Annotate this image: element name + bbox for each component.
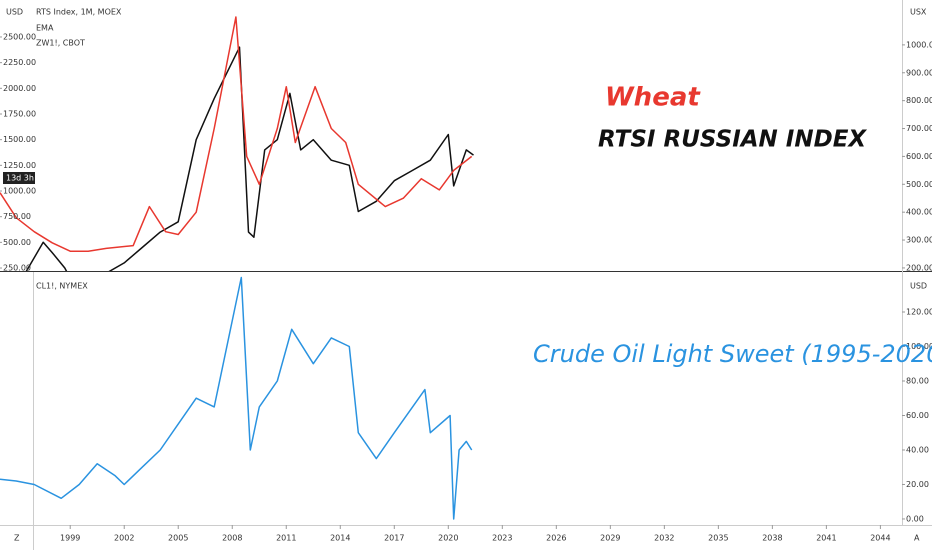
x-tick-label: 2005 [168,534,188,543]
x-tick-label: 2023 [492,534,512,543]
right-unit: USX [910,8,927,17]
countdown: 13d 3h [6,174,34,183]
y2-tick-label: 300.00 [906,236,932,245]
y-tick-label: 250.00 [3,264,31,273]
y-tick-label: 1500.00 [3,135,36,144]
x-tick-label: 2020 [438,534,458,543]
legend-item: CL1!, NYMEX [36,282,88,291]
x-tick-label: 2035 [708,534,728,543]
x-tick-label: 2044 [870,534,890,543]
y-tick-label: 0.00 [906,514,924,523]
corner-label[interactable]: Z [14,534,20,543]
legend-item: EMA [36,24,54,33]
bottom-plot [0,276,473,520]
right-unit: USD [910,282,927,291]
y-tick-label: 40.00 [906,445,929,454]
y-tick-label: 60.00 [906,411,929,420]
left-unit: USD [6,8,23,17]
annotation: Crude Oil Light Sweet (1995-2020 [533,340,932,368]
top-plot [0,16,474,271]
axes: 250.00 500.00 750.00 1000.00 1250.00 1500.00 1… [0,32,932,543]
x-tick-label: 2038 [762,534,782,543]
corner-label[interactable]: A [914,534,920,543]
y2-tick-label: 400.00 [906,208,932,217]
y-tick-label: 1750.00 [3,109,36,118]
y-tick-label: 2500.00 [3,32,36,41]
y-tick-label: 120.00 [906,308,932,317]
x-tick-label: 2029 [600,534,620,543]
annotation: Wheat [605,83,701,113]
series-line [0,276,473,520]
series-line [25,46,474,271]
countdown-box [3,172,35,184]
y-tick-label: 20.00 [906,480,929,489]
x-tick-label: 2041 [816,534,836,543]
y2-tick-label: 1000.00 [906,40,932,49]
x-tick-label: 1999 [60,534,80,543]
y2-tick-label: 600.00 [906,152,932,161]
y2-tick-label: 900.00 [906,68,932,77]
x-tick-label: 2017 [384,534,404,543]
y2-tick-label: 700.00 [906,124,932,133]
y-tick-label: 100.00 [906,342,932,351]
y-tick-label: 1250.00 [3,161,36,170]
legend-item: ZW1!, CBOT [36,39,85,48]
legend-item: RTS Index, 1M, MOEX [36,8,122,17]
x-tick-label: 2026 [546,534,566,543]
y2-tick-label: 200.00 [906,263,932,272]
annotation: RTSI RUSSIAN INDEX [598,127,867,153]
y-tick-label: 1000.00 [3,187,36,196]
x-tick-label: 2032 [654,534,674,543]
x-tick-label: 2011 [276,534,296,543]
y2-tick-label: 500.00 [906,180,932,189]
y-tick-label: 2250.00 [3,58,36,67]
y2-tick-label: 800.00 [906,96,932,105]
y-tick-label: 500.00 [3,238,31,247]
series-line [0,16,473,252]
y-tick-label: 2000.00 [3,84,36,93]
y-tick-label: 80.00 [906,376,929,385]
x-tick-label: 2014 [330,534,350,543]
y-tick-label: 750.00 [3,212,31,221]
x-tick-label: 2002 [114,534,134,543]
x-tick-label: 2008 [222,534,242,543]
